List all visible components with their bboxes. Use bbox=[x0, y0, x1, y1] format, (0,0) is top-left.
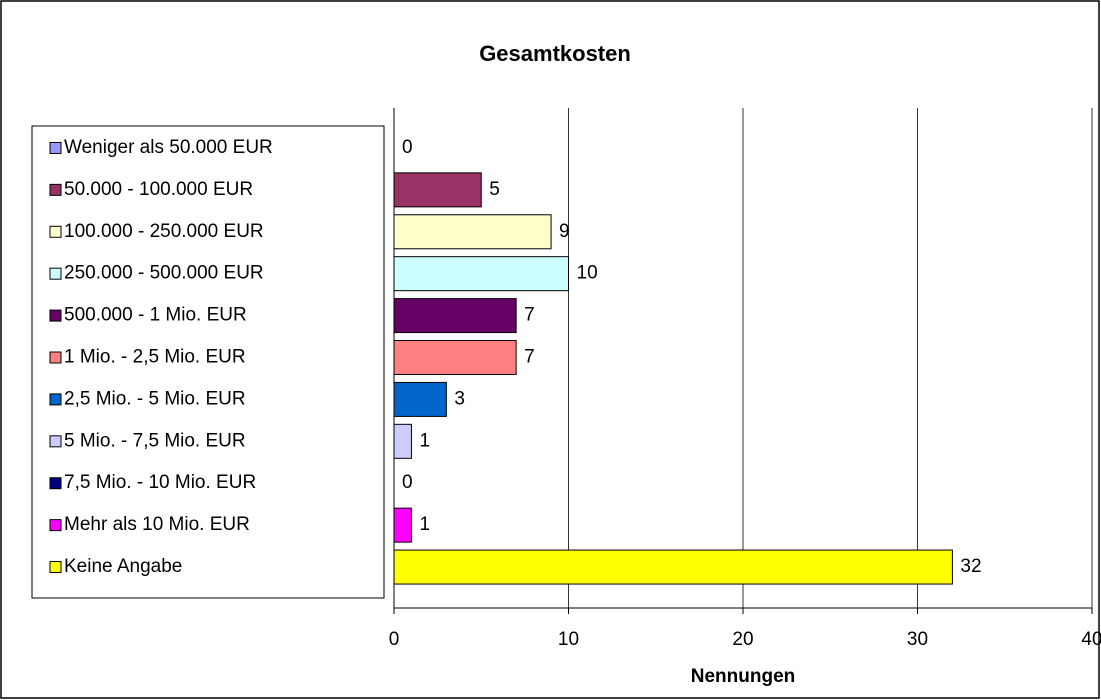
x-tick-label: 20 bbox=[732, 629, 753, 650]
legend-label: 5 Mio. - 7,5 Mio. EUR bbox=[64, 430, 246, 451]
legend-label: 50.000 - 100.000 EUR bbox=[64, 179, 253, 200]
legend-swatch bbox=[49, 141, 62, 154]
legend-label: 100.000 - 250.000 EUR bbox=[64, 221, 264, 242]
legend-label: 2,5 Mio. - 5 Mio. EUR bbox=[64, 388, 246, 409]
data-label: 10 bbox=[577, 263, 598, 284]
legend-label: 1 Mio. - 2,5 Mio. EUR bbox=[64, 347, 246, 368]
legend-label: Weniger als 50.000 EUR bbox=[64, 137, 273, 158]
legend-swatch bbox=[49, 519, 62, 532]
x-tick-label: 10 bbox=[558, 629, 579, 650]
legend-swatch bbox=[49, 183, 62, 196]
data-label: 5 bbox=[489, 179, 500, 200]
bar bbox=[393, 507, 412, 543]
legend-swatch bbox=[49, 477, 62, 490]
data-label: 1 bbox=[419, 514, 430, 535]
x-tick-label: 0 bbox=[389, 629, 400, 650]
bar bbox=[393, 298, 517, 334]
legend-label: 7,5 Mio. - 10 Mio. EUR bbox=[64, 472, 256, 493]
legend-swatch bbox=[49, 351, 62, 364]
legend-label: 500.000 - 1 Mio. EUR bbox=[64, 305, 247, 326]
legend-box bbox=[31, 125, 385, 599]
legend-swatch bbox=[49, 309, 62, 322]
data-label: 1 bbox=[419, 430, 430, 451]
data-label: 0 bbox=[402, 137, 413, 158]
data-label: 32 bbox=[960, 556, 981, 577]
data-label: 9 bbox=[559, 221, 570, 242]
bar bbox=[393, 172, 482, 208]
bar bbox=[393, 214, 552, 250]
legend-swatch bbox=[49, 267, 62, 280]
bar bbox=[393, 340, 517, 375]
bar bbox=[393, 549, 953, 585]
legend-swatch bbox=[49, 225, 62, 238]
data-label: 7 bbox=[524, 347, 535, 368]
data-label: 0 bbox=[402, 472, 413, 493]
legend-label: Keine Angabe bbox=[64, 556, 182, 577]
legend-swatch bbox=[49, 435, 62, 448]
bar bbox=[393, 423, 412, 459]
x-tick-label: 30 bbox=[907, 629, 928, 650]
legend-label: 250.000 - 500.000 EUR bbox=[64, 263, 264, 284]
data-label: 3 bbox=[454, 388, 465, 409]
legend-label: Mehr als 10 Mio. EUR bbox=[64, 514, 250, 535]
legend-swatch bbox=[49, 561, 62, 574]
bar bbox=[393, 381, 447, 417]
x-axis-label: Nennungen bbox=[691, 666, 796, 687]
x-tick-label: 40 bbox=[1081, 629, 1101, 650]
data-label: 7 bbox=[524, 305, 535, 326]
bar bbox=[393, 256, 569, 292]
legend-swatch bbox=[49, 393, 62, 406]
chart-title: Gesamtkosten bbox=[479, 41, 631, 66]
